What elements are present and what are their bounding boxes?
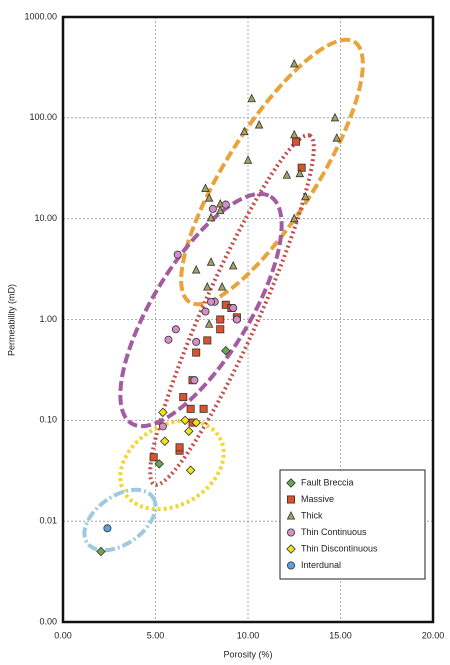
y-tick-label: 1000.00 (24, 11, 57, 21)
y-tick-label: 0.10 (39, 415, 57, 425)
plot-frame (61, 15, 435, 624)
point (96, 546, 106, 557)
series (103, 524, 112, 533)
point (154, 459, 164, 469)
grouping-ellipses (82, 37, 365, 553)
legend-label: Interdunal (301, 560, 341, 570)
point (330, 112, 340, 122)
legend: Fault Breccia Massive Thick Thin Continuous… (279, 469, 426, 580)
point (254, 119, 264, 129)
x-tick-label: 20.00 (422, 630, 445, 640)
point (191, 264, 201, 274)
point (192, 348, 201, 357)
legend-label: Thin Continuous (301, 527, 367, 537)
point (204, 319, 214, 328)
legend-label: Fault Breccia (301, 477, 354, 487)
point (206, 257, 216, 266)
series (191, 58, 342, 328)
ellipse (179, 37, 365, 307)
ellipse (118, 191, 284, 429)
point (229, 304, 238, 313)
x-tick-label: 10.00 (237, 630, 260, 640)
point (301, 191, 310, 201)
point (190, 376, 199, 385)
series (158, 200, 241, 431)
legend-label: Thin Discontinuous (301, 543, 378, 553)
y-tick-label: 0.00 (39, 616, 57, 626)
point (216, 315, 225, 324)
point (240, 126, 249, 136)
point (158, 422, 167, 431)
point (216, 205, 225, 215)
point (159, 436, 170, 447)
point (216, 325, 225, 334)
point (290, 213, 299, 223)
y-tick-label: 0.01 (39, 516, 57, 526)
y-tick-label: 10.00 (34, 213, 57, 223)
point (191, 417, 201, 428)
legend-label: Massive (301, 494, 334, 504)
x-axis-label: Porosity (%) (223, 649, 272, 659)
ellipse (118, 418, 226, 512)
x-tick-label: 15.00 (329, 630, 352, 640)
point (184, 426, 194, 436)
point (228, 260, 238, 270)
point (204, 193, 214, 202)
legend-marker (286, 478, 296, 488)
point (243, 155, 253, 164)
point (180, 415, 190, 426)
point (149, 453, 158, 462)
point (221, 345, 231, 356)
point (203, 282, 212, 291)
point (192, 337, 201, 346)
point (103, 524, 112, 533)
point (290, 129, 299, 139)
point (221, 200, 230, 209)
series (158, 407, 201, 475)
point (206, 212, 216, 222)
point (158, 407, 168, 418)
y-axis-label: Permeability (mD) (6, 284, 16, 356)
point (185, 465, 196, 475)
point (173, 250, 182, 259)
point (295, 168, 305, 178)
legend-marker (286, 511, 296, 520)
point (171, 325, 180, 334)
ellipse (148, 133, 316, 487)
point (208, 204, 217, 213)
point (206, 297, 215, 306)
y-tick-label: 100.00 (29, 112, 57, 122)
point (164, 335, 173, 344)
y-tick-label: 1.00 (39, 314, 57, 324)
legend-marker (286, 528, 295, 537)
point (247, 93, 256, 103)
legend-label: Thick (301, 510, 323, 520)
x-tick-label: 5.00 (147, 630, 165, 640)
ellipse (82, 487, 158, 553)
series (96, 345, 231, 557)
point (282, 170, 292, 179)
point (201, 183, 210, 192)
x-tick-label: 0.00 (54, 630, 72, 640)
point (217, 282, 227, 291)
point (290, 58, 299, 68)
point (175, 443, 184, 452)
legend-marker (286, 561, 295, 570)
legend-marker (286, 495, 295, 504)
point (292, 137, 301, 146)
point (201, 307, 210, 316)
point (297, 163, 306, 172)
point (332, 133, 342, 142)
legend-box (279, 469, 426, 580)
point (203, 336, 212, 345)
point (179, 393, 188, 402)
point (199, 404, 208, 413)
point (186, 404, 195, 413)
point (232, 315, 241, 324)
legend-marker (286, 544, 296, 554)
